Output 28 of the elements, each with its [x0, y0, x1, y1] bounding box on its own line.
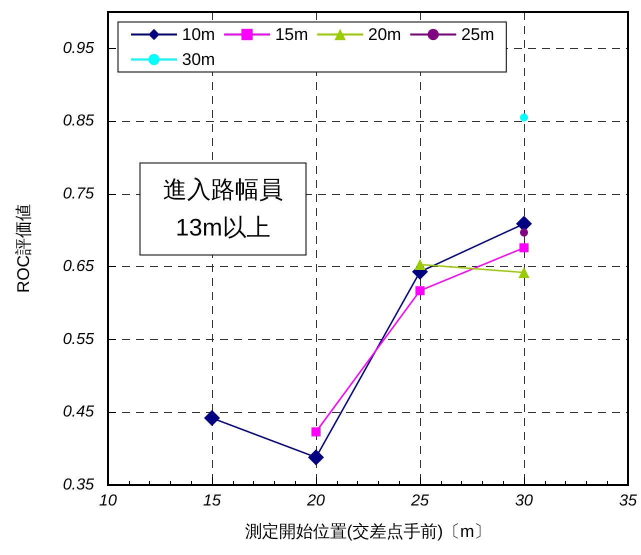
y-tick-label: 0.45: [62, 404, 94, 421]
point: [308, 449, 324, 466]
point: [312, 427, 320, 436]
y-tick-label: 0.35: [62, 476, 94, 494]
point: [520, 243, 528, 252]
y-axis-title: ROC評価値: [14, 204, 33, 293]
y-tick-label: 0.75: [62, 185, 94, 202]
legend-label: 20m: [368, 25, 402, 44]
x-tick-label: 35: [619, 492, 637, 510]
legend-label: 10m: [182, 25, 216, 44]
y-tick-label: 0.95: [62, 40, 94, 57]
x-tick-label: 15: [203, 492, 221, 510]
legend-label: 15m: [275, 25, 308, 44]
y-tick-label: 0.55: [62, 330, 94, 348]
x-tick-label: 30: [515, 492, 533, 510]
annotation: 進入路幅員 13m以上: [163, 176, 283, 242]
x-tick-label: 10: [99, 492, 117, 510]
x-axis-title: 測定開始位置(交差点手前)〔m〕: [244, 522, 492, 541]
x-tick-label: 20: [306, 492, 325, 510]
point: [520, 228, 528, 236]
point: [204, 410, 220, 426]
point: [416, 286, 424, 296]
legend-label: 30m: [182, 50, 216, 69]
x-tick-label: 25: [410, 492, 429, 510]
legend-label: 25m: [461, 25, 494, 44]
point: [520, 114, 528, 122]
y-tick-label: 0.65: [62, 258, 94, 276]
y-tick-label: 0.85: [62, 112, 94, 130]
